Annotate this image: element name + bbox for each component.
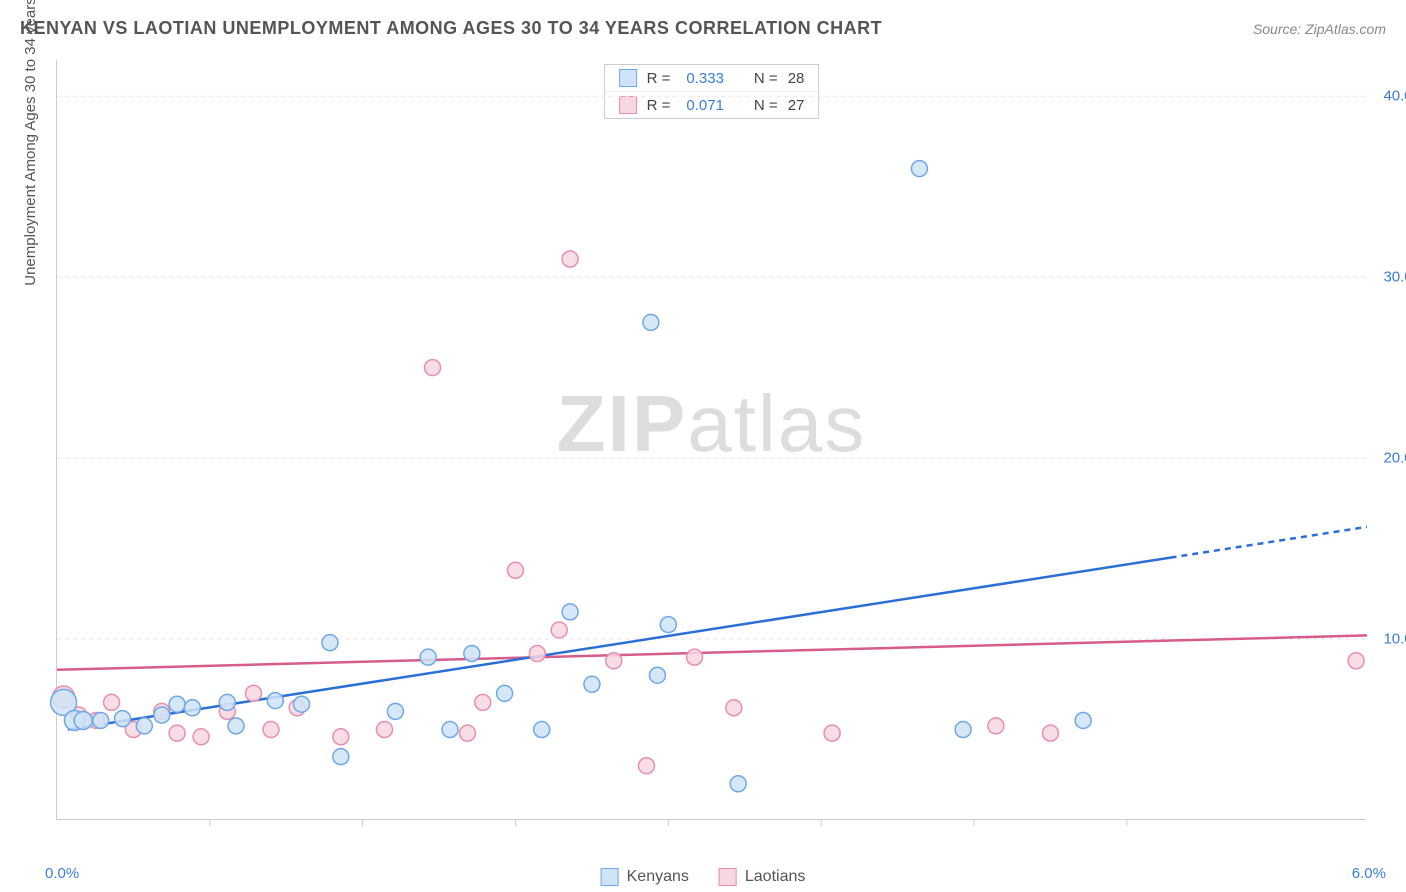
swatch-laotians-icon [719,868,737,886]
chart-header: KENYAN VS LAOTIAN UNEMPLOYMENT AMONG AGE… [20,18,1386,39]
x-max-label: 6.0% [1352,865,1386,882]
legend-item-kenyans: Kenyans [601,868,689,886]
series-legend: Kenyans Laotians [601,868,806,886]
legend-label-laotians: Laotians [745,868,806,886]
swatch-kenyans-icon [601,868,619,886]
scatter-chart [57,60,1367,820]
y-tick-label: 10.0% [1383,631,1406,648]
y-tick-label: 40.0% [1383,88,1406,105]
legend-item-laotians: Laotians [719,868,806,886]
source-attribution: Source: ZipAtlas.com [1253,21,1386,37]
chart-title: KENYAN VS LAOTIAN UNEMPLOYMENT AMONG AGE… [20,18,882,39]
plot-area: ZIPatlas R = 0.333 N = 28 R = 0.071 N = … [56,60,1366,820]
y-axis-title: Unemployment Among Ages 30 to 34 years [22,0,39,286]
x-min-label: 0.0% [45,865,79,882]
y-tick-label: 30.0% [1383,269,1406,286]
legend-label-kenyans: Kenyans [627,868,689,886]
y-tick-label: 20.0% [1383,450,1406,467]
